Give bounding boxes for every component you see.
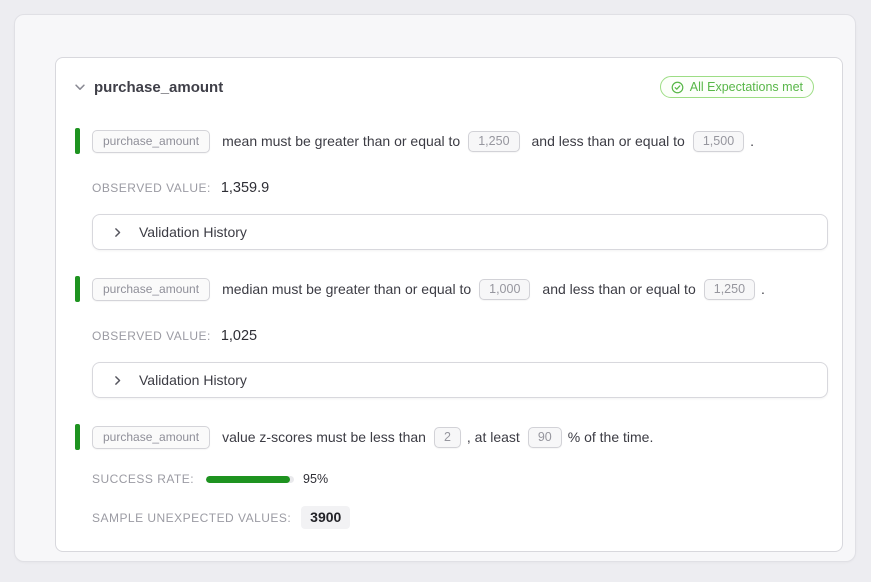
validation-history-label: Validation History xyxy=(139,224,247,240)
sample-unexpected-values-row: SAMPLE UNEXPECTED VALUES: 3900 xyxy=(92,506,826,529)
chevron-right-icon xyxy=(115,227,121,237)
observed-value: 1,359.9 xyxy=(220,180,270,196)
statement-text: , at least xyxy=(466,429,520,445)
success-indicator-bar xyxy=(75,424,80,450)
statement-text: mean must be greater than or equal to xyxy=(222,133,461,149)
statement-text: and less than or equal to xyxy=(531,133,685,149)
validation-history-label: Validation History xyxy=(139,372,247,388)
sample-unexpected-values-label: SAMPLE UNEXPECTED VALUES: xyxy=(92,510,292,525)
observed-value-row: OBSERVED VALUE: 1,359.9 xyxy=(92,180,826,196)
validation-history-accordion[interactable]: Validation History xyxy=(92,214,828,250)
expectation-statement-zscore: purchase_amount value z-scores must be l… xyxy=(75,424,826,450)
statement-text: median must be greater than or equal to xyxy=(222,281,472,297)
check-circle-icon xyxy=(671,81,684,93)
column-expectations-card: purchase_amount All Expectations met pur… xyxy=(55,57,843,552)
mostly-value-chip: 90 xyxy=(527,426,562,448)
observed-value-label: OBSERVED VALUE: xyxy=(92,329,211,343)
max-value-chip: 1,250 xyxy=(703,278,756,300)
expectation-statement-mean: purchase_amount mean must be greater tha… xyxy=(75,128,826,154)
success-rate-progress-fill xyxy=(206,475,290,483)
sample-unexpected-value: 3900 xyxy=(301,506,351,529)
statement-text: and less than or equal to xyxy=(542,281,696,297)
success-rate-label: SUCCESS RATE: xyxy=(92,472,195,486)
observed-value-label: OBSERVED VALUE: xyxy=(92,181,211,195)
success-rate-progress-bar xyxy=(206,475,295,483)
column-chip: purchase_amount xyxy=(92,425,211,449)
status-badge-label: All Expectations met xyxy=(689,80,803,94)
statement-text: % of the time. xyxy=(567,429,654,445)
observed-value: 1,025 xyxy=(220,328,258,344)
statement-text: value z-scores must be less than xyxy=(222,429,426,445)
column-chip: purchase_amount xyxy=(92,277,211,301)
min-value-chip: 1,250 xyxy=(468,130,520,152)
threshold-value-chip: 2 xyxy=(433,426,461,448)
statement-text: . xyxy=(750,133,755,149)
statement-text: . xyxy=(761,281,765,297)
success-rate-row: SUCCESS RATE: 95% xyxy=(92,472,826,486)
validation-results-panel: purchase_amount All Expectations met pur… xyxy=(14,14,856,562)
status-badge: All Expectations met xyxy=(659,76,814,98)
validation-history-accordion[interactable]: Validation History xyxy=(92,362,828,398)
success-indicator-bar xyxy=(75,276,80,302)
min-value-chip: 1,000 xyxy=(479,278,531,300)
expectation-statement-median: purchase_amount median must be greater t… xyxy=(75,276,826,302)
column-title: purchase_amount xyxy=(94,78,224,96)
observed-value-row: OBSERVED VALUE: 1,025 xyxy=(92,328,826,344)
max-value-chip: 1,500 xyxy=(692,130,745,152)
column-chip: purchase_amount xyxy=(92,129,211,153)
success-indicator-bar xyxy=(75,128,80,154)
card-header: purchase_amount All Expectations met xyxy=(73,76,826,98)
chevron-down-icon[interactable] xyxy=(73,80,87,94)
chevron-right-icon xyxy=(115,375,121,385)
success-rate-value: 95% xyxy=(303,472,329,486)
